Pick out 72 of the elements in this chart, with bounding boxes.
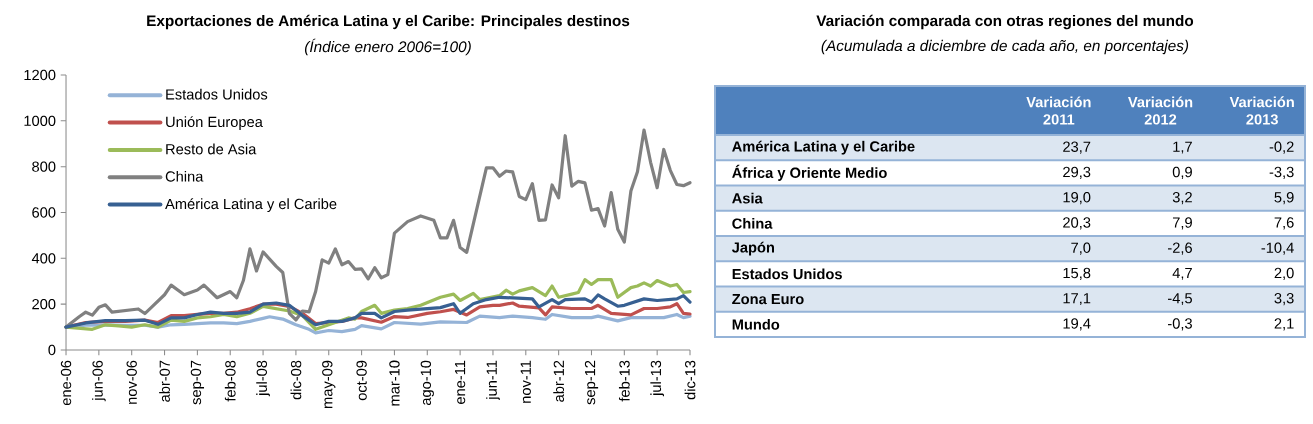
y-tick-label: 800 <box>32 161 56 172</box>
y-tick-label: 1200 <box>24 69 56 81</box>
x-tick-label: jun-06 <box>92 360 106 402</box>
legend-label: Unión Europea <box>166 116 263 130</box>
text: Variación 2013 <box>1229 96 1294 125</box>
data-label: -2,6 <box>1167 242 1192 255</box>
x-tick-label: sep-12 <box>584 360 599 405</box>
y-tick-label: 200 <box>32 298 56 310</box>
data-label: 4,7 <box>1172 267 1192 280</box>
legend-label: Resto de Asia <box>166 143 257 155</box>
x-tick-label: may-09 <box>322 360 336 408</box>
data-label: 19,0 <box>1063 192 1091 205</box>
y-tick-label: 0 <box>48 344 56 356</box>
data-label: 7,0 <box>1071 242 1091 255</box>
y-tick-label: 600 <box>32 207 56 218</box>
legend-label: Estados Unidos <box>166 88 268 100</box>
x-tick-label: nov-11 <box>520 360 531 403</box>
data-label: -3,3 <box>1269 166 1294 179</box>
data-label: 2,0 <box>1274 267 1294 280</box>
x-tick-label: jun-11 <box>486 360 500 401</box>
data-label: 7,9 <box>1172 217 1192 230</box>
category-label: Mundo <box>732 318 780 330</box>
text: Variación 2012 <box>1128 96 1193 125</box>
text: Variación comparada con otras regiones del mundo <box>816 14 1194 30</box>
data-label: -10,4 <box>1261 242 1294 255</box>
category-label: China <box>732 217 773 229</box>
legend-label: China <box>165 170 204 182</box>
x-tick-label: feb-13 <box>618 360 630 402</box>
data-label: 1,7 <box>1173 141 1192 154</box>
x-tick-label: abr-07 <box>159 360 170 402</box>
data-label: 23,7 <box>1063 141 1091 154</box>
y-tick-label: 1000 <box>24 115 56 127</box>
x-tick-label: jul-08 <box>256 360 270 397</box>
x-tick-label: oct-09 <box>356 360 367 401</box>
x-tick-label: ago-10 <box>420 360 434 406</box>
x-tick-label: dic-08 <box>290 360 302 400</box>
data-label: 20,3 <box>1063 217 1091 230</box>
data-label: -0,2 <box>1269 141 1294 154</box>
category-label: Japón <box>731 241 774 256</box>
data-label: 17,1 <box>1063 293 1091 306</box>
legend-label: América Latina y el Caribe <box>165 198 337 213</box>
x-tick-label: nov-06 <box>126 360 137 404</box>
data-label: 19,4 <box>1063 318 1091 331</box>
y-tick-label: 400 <box>31 253 56 264</box>
x-tick-label: sep-07 <box>190 360 205 405</box>
category-label: Asia <box>732 192 763 204</box>
data-label: -0,3 <box>1167 318 1192 331</box>
chart-subtitle: (Índice enero 2006=100) <box>304 38 471 56</box>
data-label: 2,1 <box>1274 318 1294 331</box>
x-tick-label: ene-11 <box>455 360 466 404</box>
text: (Acumulada a diciembre de cada año, en porcentajes) <box>821 39 1189 55</box>
x-tick-label: jul-13 <box>650 360 664 397</box>
data-label: 3,2 <box>1172 192 1192 205</box>
x-tick-label: abr-12 <box>553 360 565 402</box>
category-label: América Latina y el Caribe <box>732 140 915 155</box>
x-tick-label: dic-13 <box>684 360 696 400</box>
data-label: -4,5 <box>1167 293 1192 306</box>
category-label: Zona Euro <box>732 294 804 305</box>
x-tick-label: feb-08 <box>224 360 236 402</box>
data-label: 15,8 <box>1063 267 1091 280</box>
data-label: 7,6 <box>1274 217 1294 230</box>
chart-title: Exportaciones de América Latina y el Caribe: Principales destinos <box>147 14 630 30</box>
category-label: Estados Unidos <box>732 268 842 280</box>
series-label: Variación 2011 <box>1026 96 1091 125</box>
x-tick-label: mar-10 <box>389 360 400 406</box>
data-label: 29,3 <box>1063 166 1091 179</box>
data-label: 0,9 <box>1172 166 1192 179</box>
data-label: 5,9 <box>1274 192 1294 205</box>
category-label: África y Oriente Medio <box>732 164 887 181</box>
line-series <box>64 293 692 329</box>
data-label: 3,3 <box>1274 293 1294 306</box>
x-tick-label: ene-06 <box>60 360 72 406</box>
